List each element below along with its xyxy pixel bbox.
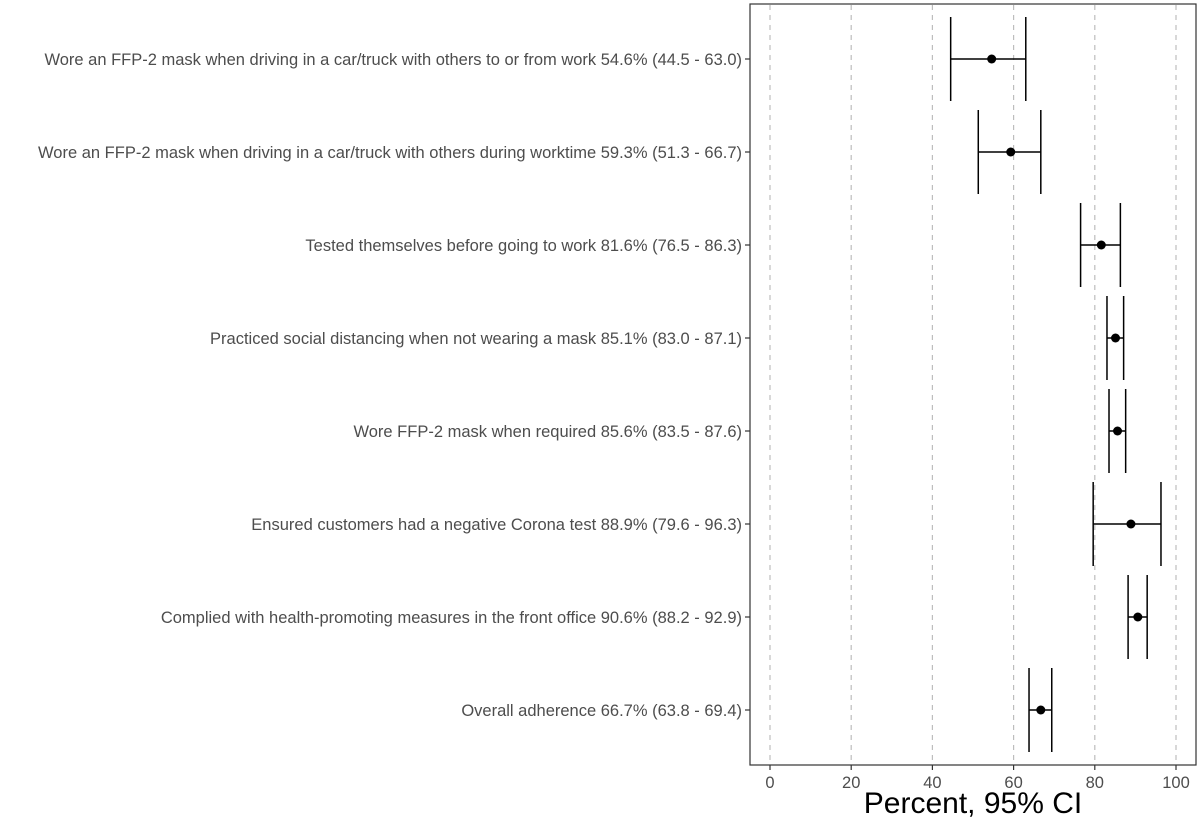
point-estimate — [1113, 426, 1123, 436]
row-label: Wore FFP-2 mask when required 85.6% (83.… — [353, 423, 742, 441]
row-label: Complied with health-promoting measures … — [161, 609, 742, 627]
point-estimate — [1096, 240, 1106, 250]
row-label: Overall adherence 66.7% (63.8 - 69.4) — [461, 702, 742, 720]
point-estimate — [1126, 519, 1136, 529]
point-estimate — [1006, 147, 1016, 157]
x-tick-label: 20 — [842, 774, 860, 792]
x-axis-title: Percent, 95% CI — [864, 787, 1082, 820]
plot-panel — [749, 3, 1197, 766]
row-label: Tested themselves before going to work 8… — [305, 237, 742, 255]
point-estimate — [1036, 705, 1046, 715]
x-tick-label: 40 — [923, 774, 941, 792]
point-estimate — [987, 54, 997, 64]
point-estimate — [1111, 333, 1121, 343]
row-label: Practiced social distancing when not wea… — [210, 330, 742, 348]
x-tick-label: 100 — [1162, 774, 1190, 792]
row-label: Wore an FFP-2 mask when driving in a car… — [44, 51, 742, 69]
x-tick-label: 80 — [1086, 774, 1104, 792]
row-label: Wore an FFP-2 mask when driving in a car… — [38, 144, 742, 162]
row-label: Ensured customers had a negative Corona … — [251, 516, 742, 534]
point-estimate — [1133, 612, 1143, 622]
x-tick-label: 60 — [1004, 774, 1022, 792]
x-tick-label: 0 — [765, 774, 774, 792]
